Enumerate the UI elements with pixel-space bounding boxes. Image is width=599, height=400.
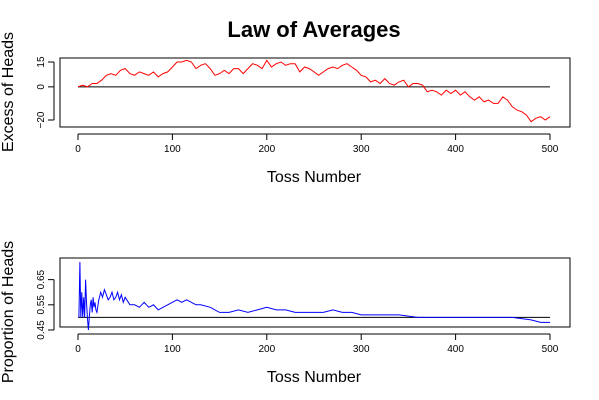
x-axis-proportion: 0 100 200 300 400 500 xyxy=(75,333,559,355)
y-axis-label-proportion: Proportion of Heads xyxy=(0,241,17,383)
y-tick-label: 0.65 xyxy=(36,269,47,289)
excess-heads-series xyxy=(77,59,551,123)
plot-frame-proportion xyxy=(59,257,571,328)
y-tick-label: −20 xyxy=(36,111,47,128)
x-tick-label: 100 xyxy=(164,344,181,355)
panel-excess-of-heads: 0 100 200 300 400 500 −20 0 15 Toss Number Exce… xyxy=(0,32,571,186)
y-tick-label: 0 xyxy=(36,84,47,90)
x-tick-label: 0 xyxy=(75,144,81,155)
y-tick-label: 0.55 xyxy=(36,295,47,315)
chart-title: Law of Averages xyxy=(227,17,400,42)
y-axis-excess: −20 0 15 xyxy=(36,56,55,128)
x-tick-label: 200 xyxy=(258,344,275,355)
y-tick-label: 15 xyxy=(36,56,47,68)
y-axis-label-excess: Excess of Heads xyxy=(0,32,17,152)
x-tick-label: 100 xyxy=(164,144,181,155)
x-axis-label-excess: Toss Number xyxy=(267,169,362,186)
x-tick-label: 400 xyxy=(447,144,464,155)
proportion-heads-series xyxy=(78,261,550,331)
x-tick-label: 500 xyxy=(542,144,559,155)
y-axis-proportion: 0.45 0.55 0.65 xyxy=(36,269,55,340)
x-tick-label: 300 xyxy=(353,344,370,355)
x-tick-label: 300 xyxy=(353,144,370,155)
x-tick-label: 0 xyxy=(75,344,81,355)
x-tick-label: 500 xyxy=(542,344,559,355)
x-tick-label: 200 xyxy=(258,144,275,155)
y-tick-label: 0.45 xyxy=(36,320,47,340)
x-axis-excess: 0 100 200 300 400 500 xyxy=(75,133,559,155)
panel-proportion-of-heads: 0 100 200 300 400 500 0.45 0.55 0.65 Toss Numbe… xyxy=(0,241,571,386)
x-axis-label-proportion: Toss Number xyxy=(267,369,362,386)
plot-frame-excess xyxy=(59,57,571,128)
x-tick-label: 400 xyxy=(447,344,464,355)
